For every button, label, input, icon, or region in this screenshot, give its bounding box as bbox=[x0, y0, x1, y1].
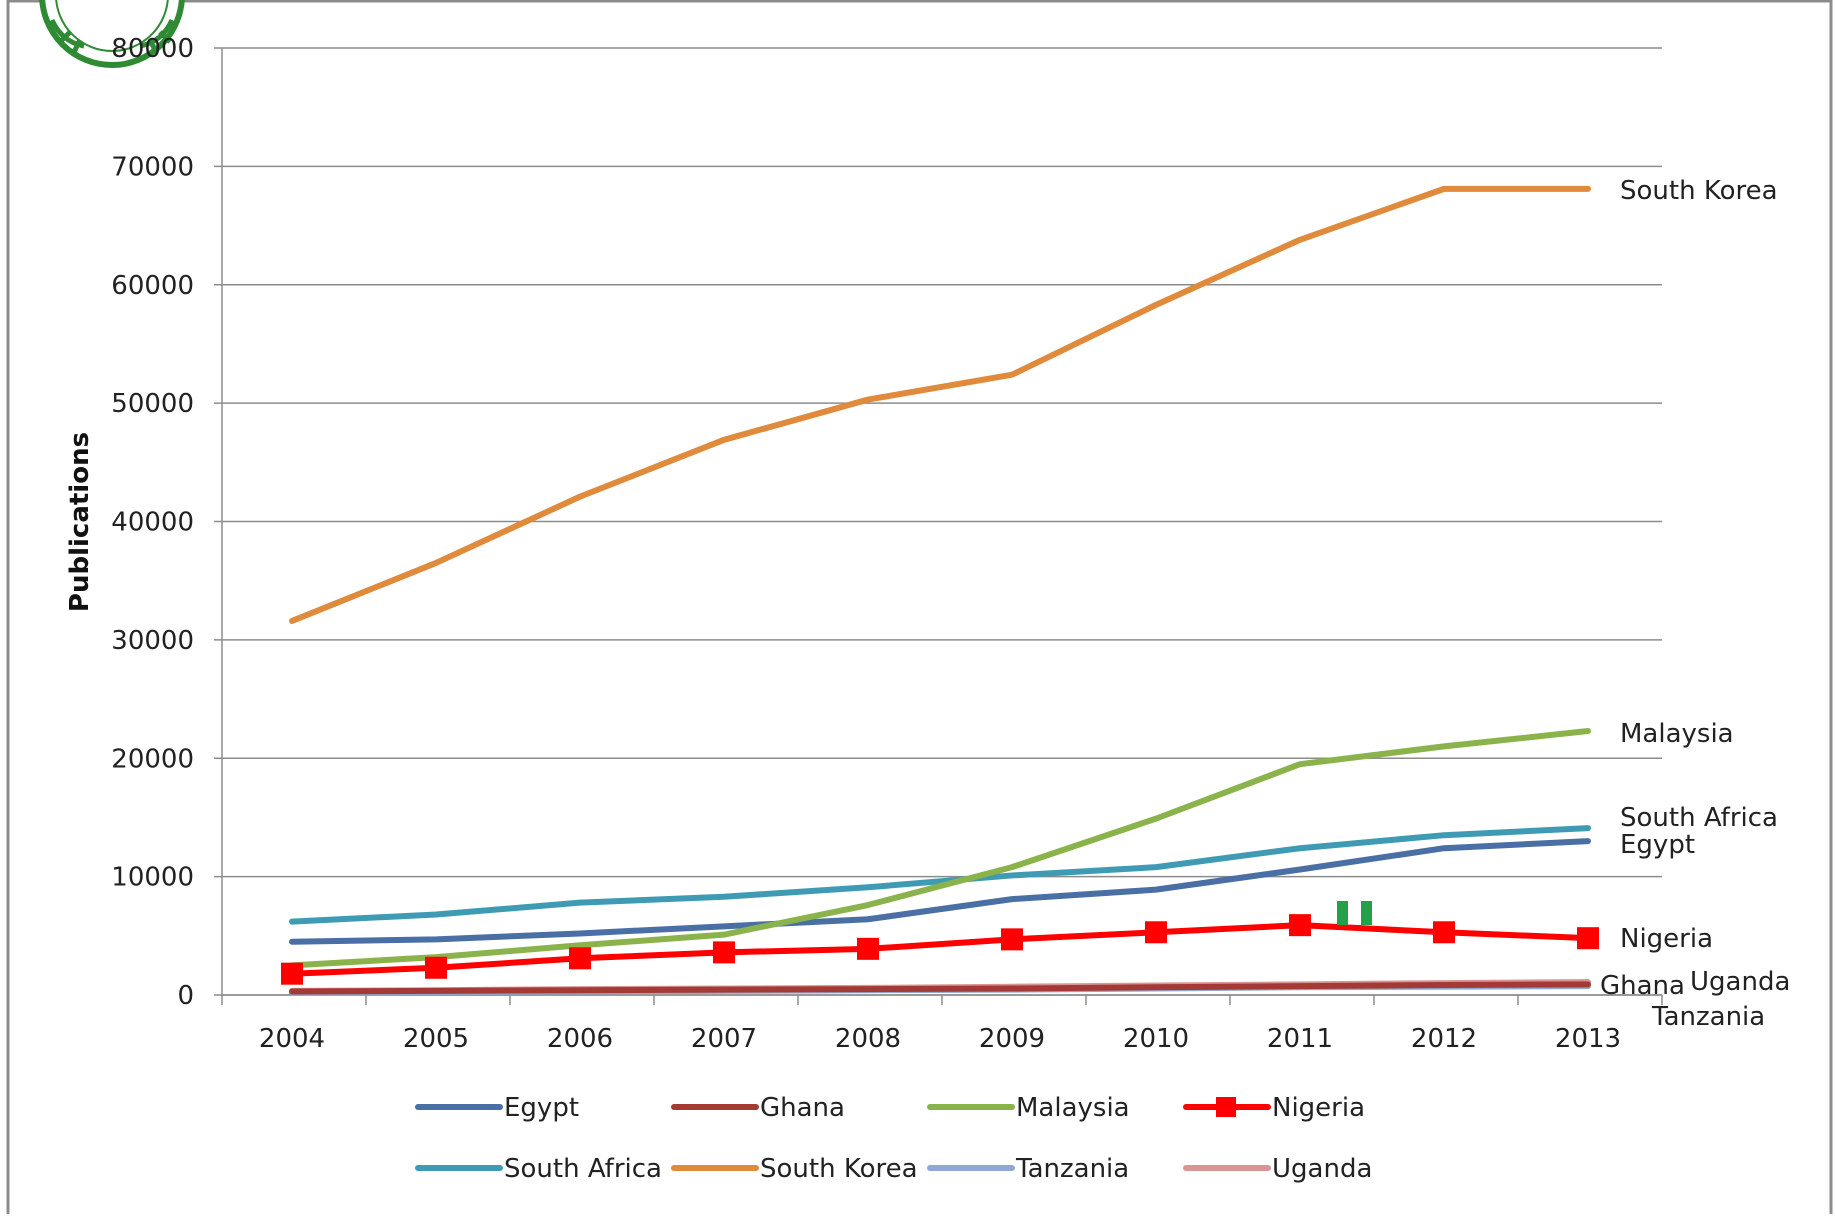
legend-label-tanzania: Tanzania bbox=[1015, 1154, 1129, 1184]
x-tick-label: 2012 bbox=[1411, 1024, 1477, 1054]
data-point-nigeria bbox=[713, 941, 735, 964]
data-point-nigeria bbox=[569, 947, 591, 970]
data-point-nigeria bbox=[1433, 921, 1455, 944]
x-tick-label: 2009 bbox=[979, 1024, 1045, 1054]
data-point-nigeria bbox=[281, 962, 303, 985]
y-tick-label: 50000 bbox=[111, 389, 194, 419]
university-logo bbox=[39, 0, 185, 68]
data-point-nigeria bbox=[1577, 927, 1599, 950]
data-point-nigeria bbox=[425, 956, 447, 979]
series-line-egypt bbox=[289, 838, 1591, 945]
legend-marker-nigeria bbox=[1216, 1097, 1236, 1117]
y-tick-label: 30000 bbox=[111, 626, 194, 656]
legend-label-malaysia: Malaysia bbox=[1016, 1093, 1130, 1123]
end-label-south-africa: South Africa bbox=[1620, 803, 1778, 833]
y-tick-label: 20000 bbox=[111, 744, 194, 774]
end-label-uganda: Uganda bbox=[1690, 967, 1790, 997]
y-tick-label: 70000 bbox=[111, 152, 194, 182]
series-line-south-africa bbox=[289, 825, 1591, 925]
x-tick-label: 2007 bbox=[691, 1024, 757, 1054]
y-tick-label: 0 bbox=[177, 981, 194, 1011]
y-tick-label: 40000 bbox=[111, 508, 194, 538]
end-label-egypt: Egypt bbox=[1620, 830, 1695, 860]
data-point-nigeria bbox=[1289, 914, 1311, 937]
legend-label-uganda: Uganda bbox=[1272, 1154, 1372, 1184]
legend-label-south-africa: South Africa bbox=[504, 1154, 662, 1184]
x-tick-label: 2013 bbox=[1555, 1024, 1621, 1054]
decor-mark bbox=[1337, 901, 1348, 925]
x-tick-label: 2004 bbox=[259, 1024, 325, 1054]
end-label-ghana: Ghana bbox=[1600, 971, 1685, 1001]
data-point-nigeria bbox=[1001, 928, 1023, 951]
x-tick-label: 2011 bbox=[1267, 1024, 1333, 1054]
end-label-tanzania: Tanzania bbox=[1651, 1002, 1765, 1032]
end-label-south-korea: South Korea bbox=[1620, 176, 1778, 206]
legend-label-egypt: Egypt bbox=[504, 1093, 579, 1123]
x-tick-label: 2008 bbox=[835, 1024, 901, 1054]
series-line-south-korea bbox=[289, 185, 1591, 624]
chart-border bbox=[6, 0, 1833, 1219]
series-line-ghana bbox=[289, 981, 1591, 995]
x-tick-label: 2005 bbox=[403, 1024, 469, 1054]
y-tick-label: 10000 bbox=[111, 863, 194, 893]
x-tick-label: 2006 bbox=[547, 1024, 613, 1054]
y-tick-label: 60000 bbox=[111, 271, 194, 301]
end-label-malaysia: Malaysia bbox=[1620, 719, 1734, 749]
data-point-nigeria bbox=[857, 937, 879, 960]
x-tick-label: 2010 bbox=[1123, 1024, 1189, 1054]
legend-label-south-korea: South Korea bbox=[760, 1154, 918, 1184]
end-label-nigeria: Nigeria bbox=[1620, 924, 1713, 954]
legend-label-nigeria: Nigeria bbox=[1272, 1093, 1365, 1123]
y-tick-label: 80000 bbox=[111, 34, 194, 64]
data-point-nigeria bbox=[1145, 921, 1167, 944]
y-axis-title: Publications bbox=[65, 432, 95, 612]
series-line-nigeria bbox=[289, 922, 1591, 977]
series-line-malaysia bbox=[289, 728, 1591, 969]
decor-mark bbox=[1361, 901, 1372, 925]
legend-label-ghana: Ghana bbox=[760, 1093, 845, 1123]
